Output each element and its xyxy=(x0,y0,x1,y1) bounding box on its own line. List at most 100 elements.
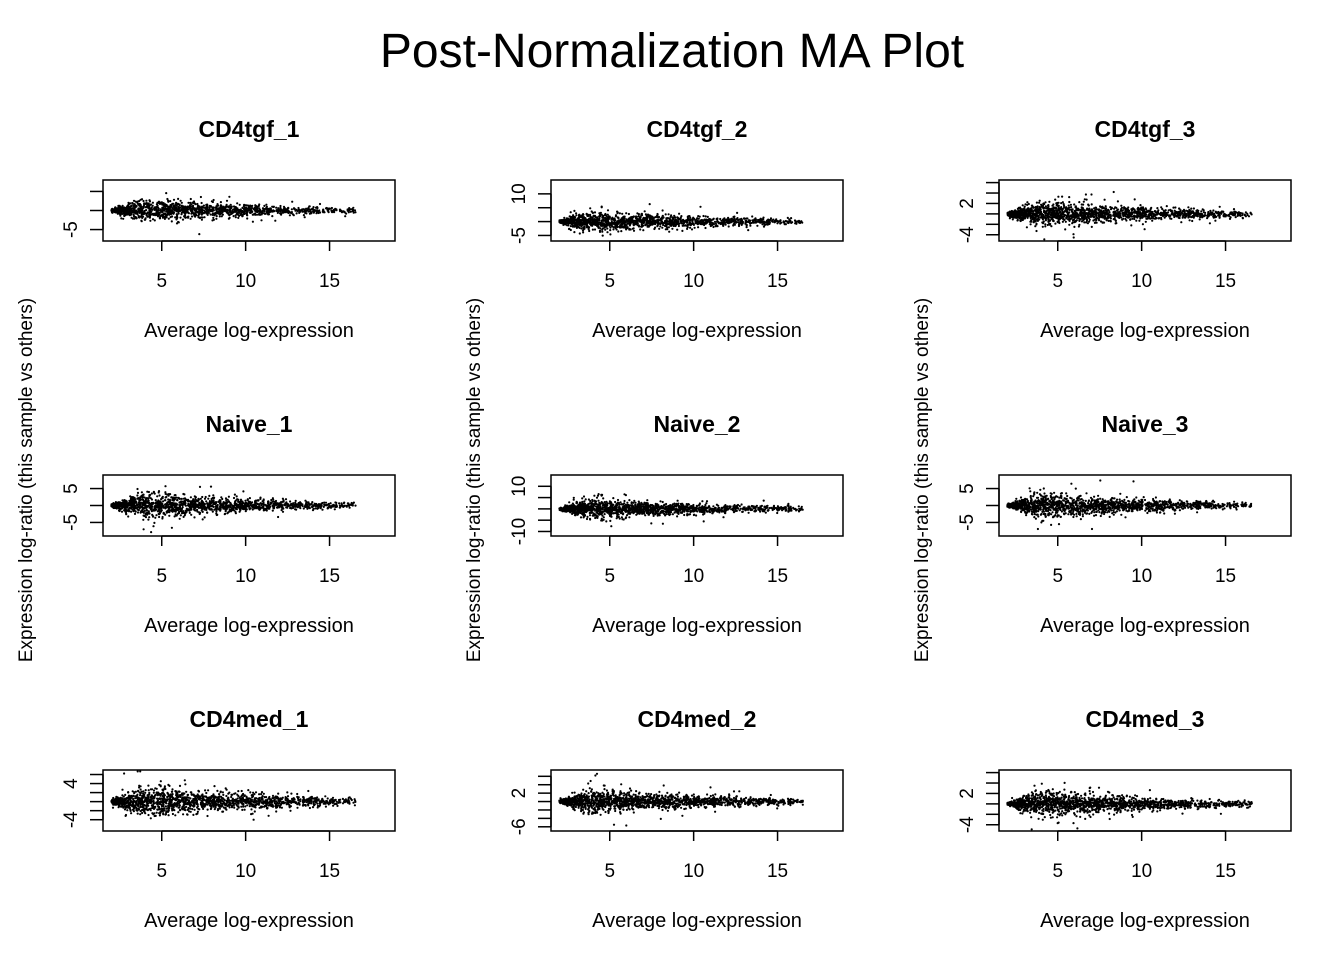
scatter-point xyxy=(1215,211,1217,213)
scatter-point xyxy=(1117,208,1119,210)
scatter-point xyxy=(224,206,226,208)
scatter-point xyxy=(140,510,142,512)
scatter-point xyxy=(1037,220,1039,222)
scatter-point xyxy=(665,213,667,215)
y-tick-label: 2 xyxy=(957,198,978,209)
scatter-point xyxy=(200,210,202,212)
scatter-point xyxy=(246,217,248,219)
scatter-point xyxy=(571,220,573,222)
scatter-point xyxy=(625,228,627,230)
scatter-point xyxy=(1066,212,1068,214)
scatter-point xyxy=(1034,210,1036,212)
scatter-point xyxy=(226,209,228,211)
scatter-point xyxy=(1172,207,1174,209)
scatter-point xyxy=(1039,200,1041,202)
scatter-point xyxy=(149,200,151,202)
scatter-point xyxy=(186,206,188,208)
scatter-point xyxy=(628,218,630,220)
scatter-point xyxy=(1104,199,1106,201)
scatter-point xyxy=(1042,222,1044,224)
scatter-point xyxy=(140,220,142,222)
scatter-point xyxy=(196,211,198,213)
scatter-point xyxy=(589,220,591,222)
scatter-point xyxy=(727,220,729,222)
scatter-point xyxy=(650,217,652,219)
scatter-point xyxy=(1124,211,1126,213)
scatter-point xyxy=(1101,216,1103,218)
scatter-point xyxy=(202,511,204,513)
scatter-point xyxy=(131,202,133,204)
scatter-point xyxy=(177,211,179,213)
scatter-point xyxy=(154,517,156,519)
scatter-point xyxy=(190,209,192,211)
scatter-point xyxy=(1084,212,1086,214)
scatter-point xyxy=(668,213,670,215)
scatter-point xyxy=(1091,203,1093,205)
scatter-point xyxy=(152,218,154,220)
scatter-point xyxy=(122,218,124,220)
scatter-point xyxy=(1082,207,1084,209)
scatter-point xyxy=(606,227,608,229)
scatter-point xyxy=(612,228,614,230)
scatter-point xyxy=(1192,216,1194,218)
scatter-point xyxy=(785,220,787,222)
scatter-point xyxy=(161,211,163,213)
scatter-point xyxy=(121,211,123,213)
scatter-point xyxy=(331,207,333,209)
scatter-point xyxy=(154,214,156,216)
scatter-point xyxy=(641,224,643,226)
scatter-point xyxy=(1035,213,1037,215)
scatter-point xyxy=(251,205,253,207)
scatter-point xyxy=(779,222,781,224)
scatter-point xyxy=(589,207,591,209)
scatter-point xyxy=(1030,219,1032,221)
scatter-point xyxy=(120,217,122,219)
scatter-point xyxy=(133,215,135,217)
scatter-point xyxy=(604,213,606,215)
scatter-point xyxy=(607,214,609,216)
scatter-point xyxy=(667,223,669,225)
scatter-point xyxy=(574,218,576,220)
scatter-point xyxy=(220,206,222,208)
scatter-point xyxy=(142,216,144,218)
scatter-point xyxy=(342,211,344,213)
scatter-point xyxy=(760,218,762,220)
scatter-point xyxy=(1060,208,1062,210)
scatter-point xyxy=(1037,210,1039,212)
scatter-point xyxy=(699,216,701,218)
scatter-point xyxy=(1147,210,1149,212)
scatter-point xyxy=(315,212,317,214)
scatter-point xyxy=(1115,213,1117,215)
scatter-point xyxy=(1124,218,1126,220)
scatter-point xyxy=(276,210,278,212)
scatter-point xyxy=(1024,203,1026,205)
scatter-point xyxy=(203,216,205,218)
scatter-point xyxy=(580,225,582,227)
x-tick-label: 15 xyxy=(319,271,340,292)
scatter-point xyxy=(1070,204,1072,206)
scatter-point xyxy=(746,226,748,228)
scatter-point xyxy=(636,219,638,221)
scatter-point xyxy=(1072,233,1074,235)
scatter-point xyxy=(171,220,173,222)
scatter-point xyxy=(1169,209,1171,211)
scatter-point xyxy=(676,221,678,223)
scatter-point xyxy=(602,220,604,222)
scatter-point xyxy=(1019,213,1021,215)
scatter-point xyxy=(165,205,167,207)
scatter-point xyxy=(1057,215,1059,217)
scatter-point xyxy=(1225,214,1227,216)
scatter-point xyxy=(1054,199,1056,201)
scatter-point xyxy=(710,224,712,226)
scatter-point xyxy=(1078,220,1080,222)
scatter-point xyxy=(149,217,151,219)
scatter-point xyxy=(1137,210,1139,212)
scatter-point xyxy=(271,215,273,217)
scatter-point xyxy=(687,224,689,226)
scatter-point xyxy=(145,212,147,214)
scatter-point xyxy=(228,496,230,498)
scatter-point xyxy=(657,224,659,226)
scatter-point xyxy=(156,203,158,205)
scatter-point xyxy=(175,218,177,220)
scatter-point xyxy=(713,218,715,220)
